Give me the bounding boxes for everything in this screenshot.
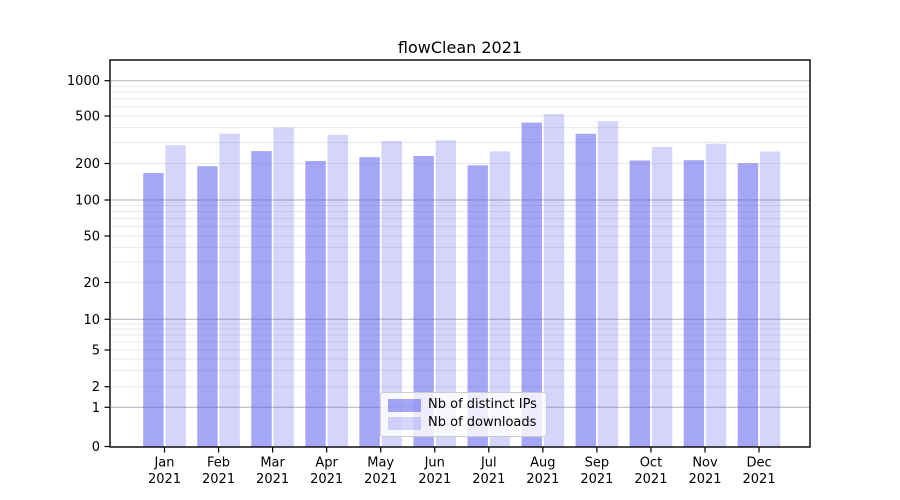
- bar-jun-downloads: [435, 140, 457, 447]
- svg-text:Jul: Jul: [480, 456, 497, 471]
- legend-label-distinct-ips: Nb of distinct IPs: [428, 397, 537, 412]
- svg-text:2021: 2021: [310, 472, 343, 487]
- svg-text:2021: 2021: [364, 472, 397, 487]
- bar-feb-downloads: [219, 133, 240, 447]
- svg-text:May: May: [367, 456, 394, 471]
- bar-nov-distinct-ips: [683, 160, 705, 448]
- svg-text:1: 1: [92, 401, 100, 416]
- bar-may-distinct-ips: [359, 157, 380, 447]
- svg-text:Apr: Apr: [315, 456, 338, 471]
- svg-text:2021: 2021: [148, 472, 181, 487]
- svg-text:20: 20: [83, 276, 100, 291]
- svg-text:2021: 2021: [580, 472, 613, 487]
- svg-text:2021: 2021: [256, 472, 289, 487]
- svg-text:Jan: Jan: [153, 456, 174, 471]
- bar-apr-distinct-ips: [305, 160, 326, 447]
- bar-dec-distinct-ips: [737, 163, 759, 447]
- bar-oct-distinct-ips: [629, 160, 651, 447]
- svg-text:Jun: Jun: [424, 456, 445, 471]
- svg-text:2021: 2021: [634, 472, 667, 487]
- bar-aug-downloads: [543, 114, 565, 448]
- bar-jul-downloads: [489, 151, 511, 447]
- bar-mar-distinct-ips: [251, 151, 272, 447]
- plot-border: [109, 59, 811, 448]
- x-axis: Jan2021Feb2021Mar2021Apr2021May2021Jun20…: [148, 447, 776, 487]
- svg-text:Oct: Oct: [640, 456, 662, 471]
- bar-nov-downloads: [705, 143, 727, 447]
- svg-text:2021: 2021: [743, 472, 776, 487]
- svg-text:2: 2: [92, 380, 100, 395]
- svg-text:200: 200: [75, 157, 100, 172]
- bars-group: [143, 114, 781, 448]
- svg-text:10: 10: [83, 313, 100, 328]
- svg-text:Dec: Dec: [746, 456, 771, 471]
- chart-title: flowClean 2021: [397, 38, 523, 57]
- bar-jun-distinct-ips: [413, 156, 434, 448]
- legend-label-downloads: Nb of downloads: [428, 415, 537, 431]
- bar-jul-distinct-ips: [467, 165, 488, 447]
- svg-text:5: 5: [92, 344, 100, 359]
- legend-item-distinct-ips: Nb of distinct IPs: [388, 397, 537, 412]
- bar-jan-distinct-ips: [143, 172, 164, 447]
- legend-swatch-downloads: [388, 416, 421, 430]
- bar-sep-downloads: [597, 121, 619, 448]
- bar-aug-distinct-ips: [521, 122, 542, 448]
- bar-may-downloads: [381, 141, 402, 447]
- svg-text:500: 500: [75, 110, 100, 125]
- svg-text:Feb: Feb: [207, 456, 230, 471]
- bar-oct-downloads: [651, 146, 673, 448]
- bar-dec-downloads: [759, 151, 781, 448]
- bar-feb-distinct-ips: [197, 166, 218, 447]
- svg-text:2021: 2021: [418, 472, 451, 487]
- svg-text:Sep: Sep: [585, 456, 610, 471]
- svg-text:Aug: Aug: [530, 456, 555, 471]
- svg-text:2021: 2021: [202, 472, 235, 487]
- svg-text:2021: 2021: [526, 472, 559, 487]
- svg-text:100: 100: [75, 194, 100, 209]
- svg-text:50: 50: [83, 230, 100, 245]
- legend-item-downloads: Nb of downloads: [388, 415, 537, 431]
- y-axis: 0 1 2 5 10 20 50 100 200 500 1000: [67, 74, 110, 455]
- bar-mar-downloads: [273, 127, 294, 448]
- bar-apr-downloads: [327, 134, 348, 447]
- svg-text:0: 0: [92, 440, 100, 455]
- svg-text:1000: 1000: [67, 74, 100, 89]
- svg-text:2021: 2021: [472, 472, 505, 487]
- svg-text:Nov: Nov: [692, 456, 718, 471]
- bar-jan-downloads: [165, 145, 186, 447]
- legend: Nb of distinct IPs Nb of downloads: [380, 392, 547, 437]
- svg-text:Mar: Mar: [260, 456, 285, 471]
- bar-sep-distinct-ips: [575, 133, 596, 447]
- svg-text:2021: 2021: [688, 472, 721, 487]
- legend-swatch-distinct-ips: [388, 398, 421, 412]
